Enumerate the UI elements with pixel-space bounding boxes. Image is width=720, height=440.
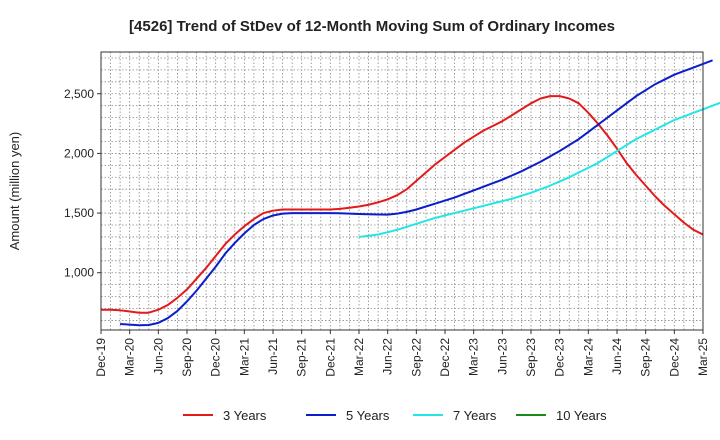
series-line [358, 101, 720, 238]
chart-title: [4526] Trend of StDev of 12-Month Moving… [129, 18, 615, 35]
legend-label: 3 Years [223, 408, 267, 423]
x-tick-label: Mar-20 [123, 338, 137, 376]
x-tick-label: Jun-20 [151, 338, 165, 375]
x-tick-label: Jun-23 [495, 338, 509, 375]
x-tick-label: Sep-20 [180, 338, 194, 377]
x-tick-label: Mar-21 [237, 338, 251, 376]
x-tick-label: Jun-24 [610, 338, 624, 375]
legend: 3 Years 5 Years 7 Years 10 Years [183, 408, 607, 423]
x-tick-label: Sep-23 [524, 338, 538, 377]
x-axis: Dec-19 Mar-20 Jun-20 Sep-20 Dec-20 Mar-21 Jun-… [94, 330, 710, 377]
y-tick-label: 1,500 [64, 206, 94, 220]
x-tick-label: Sep-24 [639, 338, 653, 377]
legend-label: 10 Years [556, 408, 607, 423]
x-tick-label: Dec-20 [209, 338, 223, 377]
series-line [120, 59, 713, 327]
x-tick-label: Jun-22 [381, 338, 395, 375]
x-tick-label: Dec-19 [94, 338, 108, 377]
legend-label: 5 Years [346, 408, 390, 423]
x-tick-label: Mar-23 [467, 338, 481, 376]
y-axis: 1,000 1,500 2,000 2,500 [64, 87, 101, 280]
x-tick-label: Dec-22 [438, 338, 452, 377]
x-tick-label: Dec-23 [553, 338, 567, 377]
y-axis-label: Amount (million yen) [7, 132, 22, 251]
x-tick-label: Mar-25 [696, 338, 710, 376]
y-tick-label: 2,000 [64, 146, 94, 160]
x-tick-label: Dec-24 [667, 338, 681, 377]
x-tick-label: Mar-22 [352, 338, 366, 376]
series-group [101, 59, 720, 327]
x-tick-label: Sep-22 [409, 338, 423, 377]
x-tick-label: Dec-21 [323, 338, 337, 377]
x-tick-label: Mar-24 [581, 338, 595, 376]
legend-label: 7 Years [453, 408, 497, 423]
y-tick-label: 1,000 [64, 266, 94, 280]
series-line [101, 95, 704, 314]
x-tick-label: Sep-21 [295, 338, 309, 377]
y-tick-label: 2,500 [64, 87, 94, 101]
plot-area-border [100, 51, 704, 331]
x-tick-label: Jun-21 [266, 338, 280, 375]
